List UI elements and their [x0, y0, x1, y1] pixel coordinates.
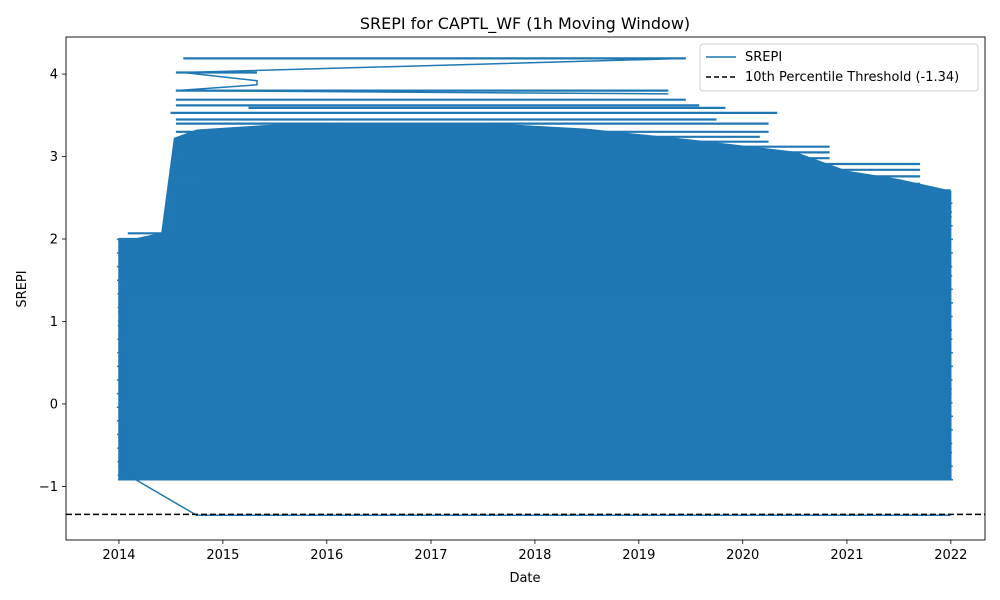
x-tick-label: 2022	[934, 548, 967, 563]
x-axis: 2014 2015 2016 2017 2018 2019 2020 2021 2022	[102, 540, 967, 563]
x-tick-label: 2021	[830, 548, 863, 563]
legend-label-srepi: SREPI	[745, 50, 782, 65]
y-tick-label: 3	[50, 150, 58, 165]
x-axis-label: Date	[509, 571, 540, 586]
x-tick-label: 2016	[310, 548, 343, 563]
srepi-tail	[118, 467, 951, 517]
y-tick-label: 2	[50, 233, 58, 248]
x-tick-label: 2020	[726, 548, 759, 563]
axes-frame	[65, 36, 986, 541]
y-axis-label: SREPI	[15, 270, 30, 307]
srepi-streaks	[119, 57, 951, 293]
x-tick-label: 2019	[622, 548, 655, 563]
chart-title: SREPI for CAPTL_WF (1h Moving Window)	[360, 14, 690, 34]
y-tick-label: −1	[39, 480, 58, 495]
x-tick-label: 2015	[206, 548, 239, 563]
plot-area	[66, 57, 985, 517]
x-tick-label: 2018	[518, 548, 551, 563]
legend-label-threshold: 10th Percentile Threshold (-1.34)	[745, 70, 959, 85]
legend: SREPI 10th Percentile Threshold (-1.34)	[699, 43, 979, 92]
legend-box	[699, 43, 979, 92]
x-tick-label: 2014	[102, 548, 135, 563]
x-tick-label: 2017	[414, 548, 447, 563]
srepi-peak-path	[175, 57, 686, 95]
y-tick-label: 0	[50, 397, 58, 412]
y-tick-label: 1	[50, 315, 58, 330]
y-axis: −1 0 1 2 3 4	[39, 68, 66, 495]
y-tick-label: 4	[50, 68, 58, 83]
